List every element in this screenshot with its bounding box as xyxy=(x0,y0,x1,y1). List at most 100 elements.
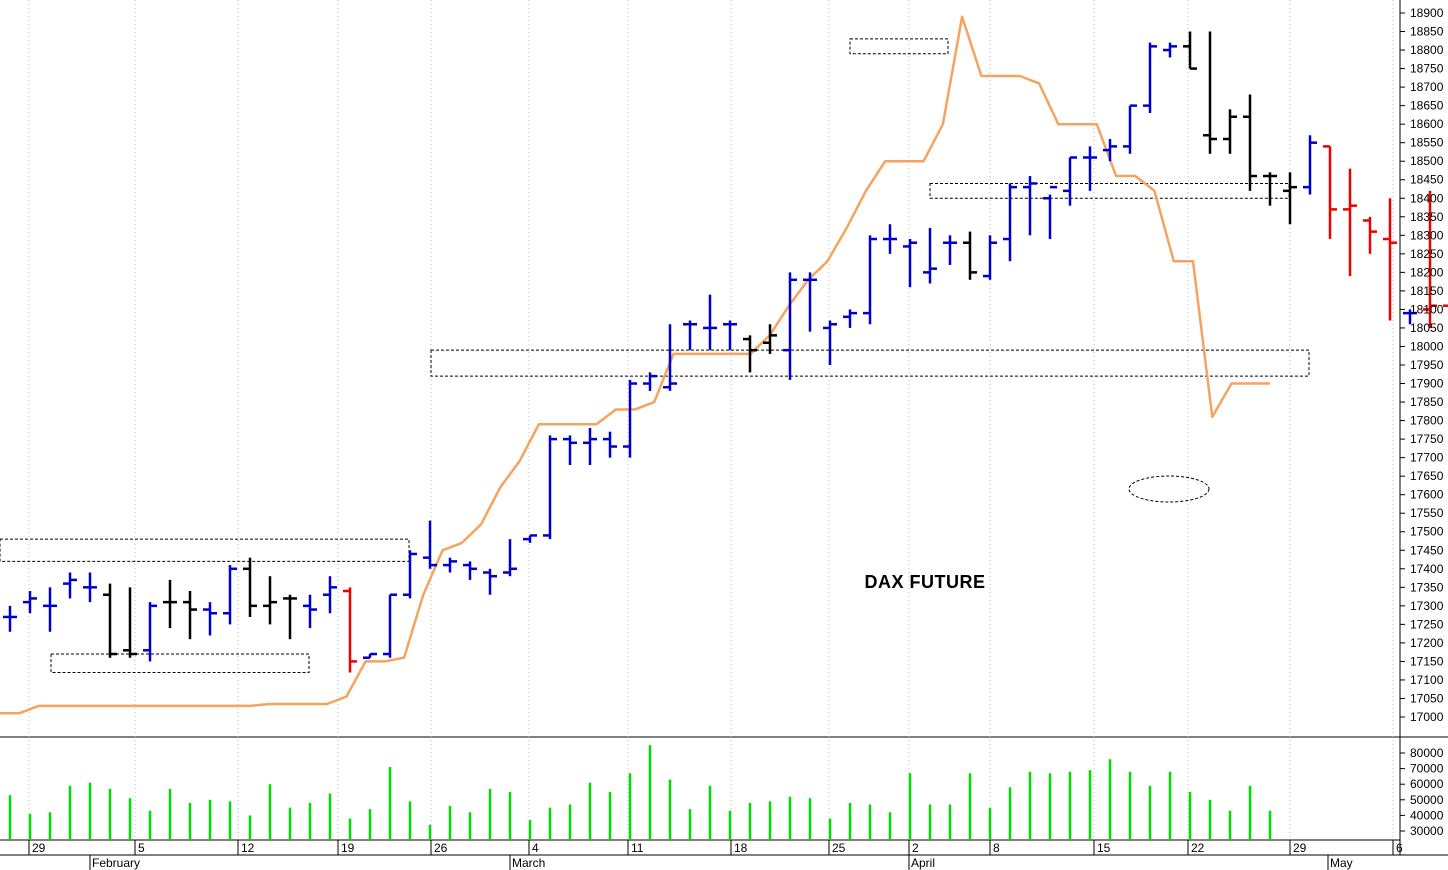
ohlc-bar xyxy=(903,239,917,288)
price-tick-label: 18200 xyxy=(1410,265,1444,279)
range-box-mid-range xyxy=(430,349,1310,377)
ohlc-bar xyxy=(1343,168,1357,277)
price-tick-label: 18100 xyxy=(1410,302,1444,316)
ohlc-bar xyxy=(823,320,837,365)
chart-title: DAX FUTURE xyxy=(865,572,986,592)
ohlc-bar xyxy=(3,605,17,632)
date-tick-label: 8 xyxy=(993,841,1000,855)
date-tick-label: 22 xyxy=(1191,841,1205,855)
ohlc-bar xyxy=(223,565,237,625)
ohlc-bar xyxy=(1283,172,1297,225)
price-tick-label: 18850 xyxy=(1410,25,1444,39)
price-tick-label: 17650 xyxy=(1410,469,1444,483)
ohlc-bar xyxy=(463,561,477,580)
price-tick-label: 18150 xyxy=(1410,284,1444,298)
price-tick-label: 17050 xyxy=(1410,691,1444,705)
ohlc-bar xyxy=(783,272,797,380)
ohlc-bar xyxy=(723,320,737,351)
ohlc-bar xyxy=(963,231,977,280)
date-tick-label: 25 xyxy=(832,841,846,855)
ohlc-bars xyxy=(3,31,1448,673)
ohlc-bar xyxy=(1183,31,1197,70)
ohlc-bar xyxy=(1043,185,1057,240)
ohlc-bar xyxy=(623,379,637,458)
volume-bars xyxy=(8,745,1272,840)
price-tick-label: 18800 xyxy=(1410,43,1444,57)
ohlc-bar xyxy=(1303,135,1317,195)
ohlc-bar xyxy=(63,572,77,599)
ohlc-bar xyxy=(403,550,417,599)
date-tick-label: 29 xyxy=(1293,841,1307,855)
volume-tick-label: 50000 xyxy=(1410,793,1444,807)
price-tick-label: 18650 xyxy=(1410,99,1444,113)
ohlc-bar xyxy=(1223,109,1237,154)
ohlc-bar xyxy=(983,235,997,280)
price-tick-label: 18400 xyxy=(1410,191,1444,205)
volume-tick-label: 60000 xyxy=(1410,777,1444,791)
ohlc-bar xyxy=(383,593,397,658)
price-tick-label: 18450 xyxy=(1410,173,1444,187)
month-label: March xyxy=(512,856,545,870)
month-labels: February March April May xyxy=(89,855,1353,870)
date-tick-label: 11 xyxy=(631,841,644,855)
ohlc-bar xyxy=(143,602,157,662)
ohlc-bar xyxy=(323,576,337,614)
ohlc-bar xyxy=(1383,198,1397,321)
ohlc-bar xyxy=(303,594,317,629)
range-box-peak-range xyxy=(849,38,949,55)
range-box-april-range xyxy=(929,182,1290,199)
ohlc-bar xyxy=(1403,309,1417,325)
price-tick-label: 18500 xyxy=(1410,154,1444,168)
ohlc-bar xyxy=(123,587,137,658)
envelope-polyline xyxy=(0,15,1270,715)
month-label: May xyxy=(1330,856,1353,870)
ohlc-bar xyxy=(763,324,777,354)
price-tick-label: 17750 xyxy=(1410,432,1444,446)
ohlc-bar xyxy=(683,320,697,351)
price-tick-label: 17950 xyxy=(1410,358,1444,372)
ohlc-bar xyxy=(443,557,457,573)
ohlc-bar xyxy=(23,591,37,614)
price-tick-label: 17850 xyxy=(1410,395,1444,409)
low-highlight-ellipse xyxy=(1128,475,1210,503)
price-tick-label: 17150 xyxy=(1410,654,1444,668)
price-tick-label: 18050 xyxy=(1410,321,1444,335)
date-tick-label: 15 xyxy=(1097,841,1111,855)
price-tick-label: 18300 xyxy=(1410,228,1444,242)
ohlc-bar xyxy=(283,594,297,640)
ohlc-bar xyxy=(243,557,257,617)
volume-tick-label: 80000 xyxy=(1410,746,1444,760)
price-tick-label: 17000 xyxy=(1410,710,1444,724)
ohlc-bar xyxy=(503,539,517,577)
ohlc-bar xyxy=(263,576,277,625)
price-tick-label: 17400 xyxy=(1410,562,1444,576)
ohlc-bar xyxy=(1123,104,1137,154)
price-tick-label: 18250 xyxy=(1410,247,1444,261)
range-box-left-range-top xyxy=(0,538,410,562)
price-tick-label: 17900 xyxy=(1410,377,1444,391)
month-label: February xyxy=(92,856,140,870)
ohlc-bar xyxy=(1063,156,1077,206)
ohlc-bar xyxy=(1023,176,1037,236)
ohlc-bar xyxy=(1083,146,1097,191)
ohlc-bar xyxy=(883,224,897,254)
price-tick-label: 18900 xyxy=(1410,6,1444,20)
date-tick-labels: 29 5 12 19 26 4 11 18 25 2 8 15 22 29 6 xyxy=(28,840,1403,855)
date-tick-label: 4 xyxy=(532,841,539,855)
ohlc-bar xyxy=(923,227,937,284)
price-tick-label: 18350 xyxy=(1410,210,1444,224)
date-tick-label: 12 xyxy=(241,841,255,855)
date-tick-label: 29 xyxy=(32,841,46,855)
date-tick-label: 18 xyxy=(734,841,748,855)
ohlc-bar xyxy=(363,652,377,659)
ohlc-bar xyxy=(103,583,117,658)
ohlc-bar xyxy=(703,294,717,351)
ohlc-bar xyxy=(43,587,57,632)
ohlc-bar xyxy=(523,534,537,543)
ohlc-bar xyxy=(163,579,177,629)
ohlc-bar xyxy=(603,431,617,458)
ohlc-bar xyxy=(743,335,757,373)
price-tick-label: 17700 xyxy=(1410,451,1444,465)
ohlc-bar xyxy=(203,602,217,636)
